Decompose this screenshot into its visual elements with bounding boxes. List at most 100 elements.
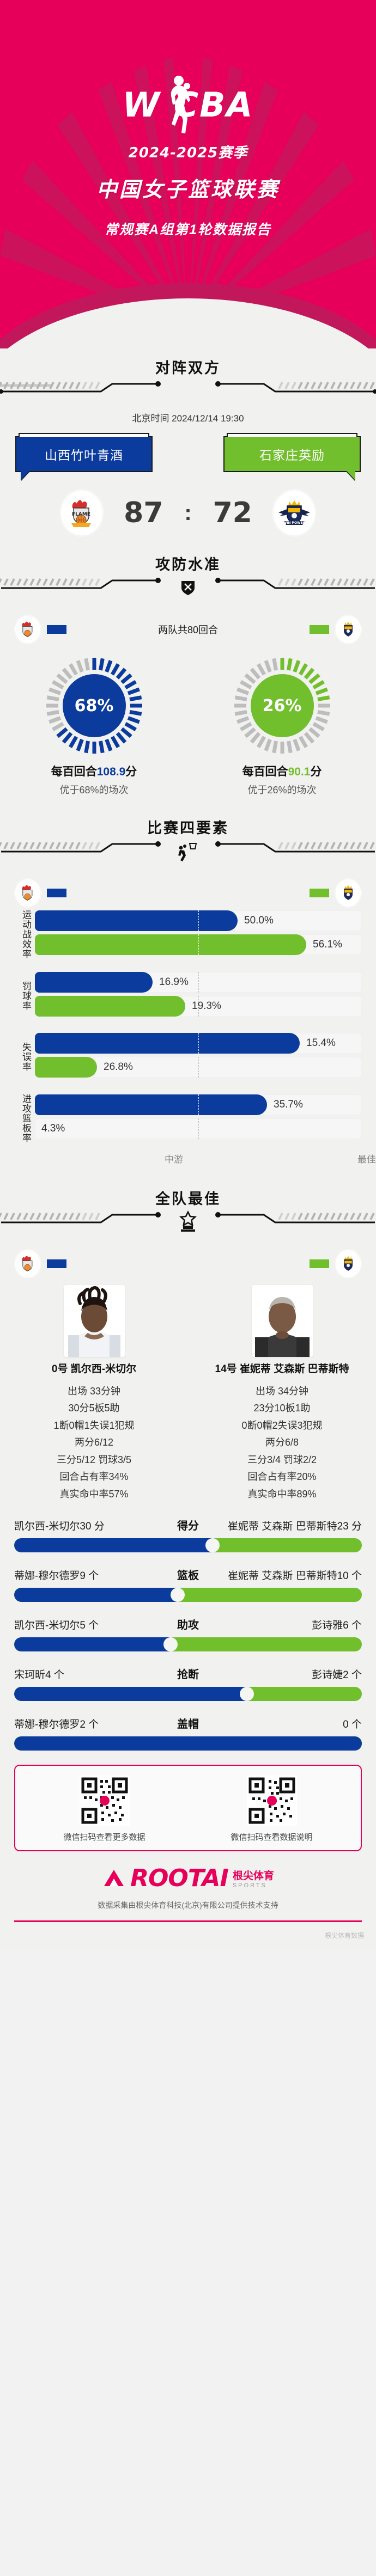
home-color-swatch: [47, 1259, 66, 1268]
banner-tail-icon: [347, 471, 355, 480]
shijiazhuang-winpower-team-badge-icon: [344, 885, 353, 900]
factor-bars: 16.9% 19.3%: [35, 972, 362, 1020]
home-per100-caption: 每百回合108.9分: [32, 763, 157, 779]
head-to-head-labels: 凯尔西-米切尔30 分 得分 崔妮蒂 艾森斯 巴蒂斯特23 分: [14, 1517, 362, 1533]
season-label: 2024-2025赛季: [128, 145, 248, 161]
shijiazhuang-winpower-team-badge-icon: WIN POWER: [278, 500, 310, 525]
shanxi-flame-team-badge-icon: [22, 1256, 33, 1271]
factor-bars: 35.7% 4.3%: [35, 1094, 362, 1142]
brand-name-cn: 根尖体育: [232, 1870, 274, 1882]
qr-cell-more-data[interactable]: 微信扫码查看更多数据: [21, 1776, 188, 1843]
legend-row-four-factors: [0, 879, 376, 907]
section-four-factors-header: 比赛四要素: [0, 813, 376, 877]
four-factors-scale: 中游 最佳: [0, 1152, 376, 1165]
player-stat-line: 回合占有率20%: [247, 1471, 317, 1483]
h2h-bar-home-fill: [14, 1588, 178, 1602]
head-to-head-item: 凯尔西-米切尔5 个 助攻 彭诗雅6 个: [14, 1616, 362, 1652]
away-bar-value: 4.3%: [41, 1123, 65, 1134]
player-stat-line: 30分5板5助: [68, 1403, 120, 1414]
player-stat-line: 两分6/12: [74, 1437, 114, 1448]
section-title: 攻防水准: [155, 556, 221, 573]
qr-cell-data-explanation[interactable]: 微信扫码查看数据说明: [188, 1776, 355, 1843]
away-color-swatch: [310, 625, 329, 634]
section-title: 对阵双方: [155, 360, 221, 376]
away-bar-fill: [35, 1057, 97, 1078]
player-photo-icon: [251, 1285, 313, 1357]
away-efficiency-caption-group: 每百回合90.1分 优于26%的场次: [220, 760, 345, 797]
shield-swords-icon: [181, 581, 195, 595]
h2h-bar-home-fill: [14, 1687, 247, 1702]
legend-home: [15, 879, 66, 907]
away-team-badge-small: [336, 879, 361, 907]
report-subtitle: 常规赛A组第1轮数据报告: [105, 222, 271, 237]
home-team-banner[interactable]: 山西竹叶青酒: [15, 433, 153, 480]
away-bar-track: 4.3%: [35, 1118, 362, 1139]
away-efficiency-dial-group: 26%: [220, 655, 345, 756]
player-stat-line: 三分5/12 罚球3/5: [56, 1454, 132, 1465]
away-bar-value: 26.8%: [104, 1061, 133, 1073]
dial-gauge-icon: [234, 658, 330, 754]
home-best-player: 0号 凯尔西-米切尔 出场 33分钟 30分5板5助 1断0帽1失误1犯规 两分6/1…: [13, 1285, 176, 1503]
footer-divider: [14, 1920, 362, 1923]
home-bar-track: 35.7%: [35, 1094, 362, 1115]
player-stat-line: 23分10板1助: [253, 1403, 311, 1414]
legend-home: [15, 1250, 66, 1277]
h2h-bar-divider-knob: [163, 1637, 178, 1652]
brand-name: ROOTAI: [130, 1864, 229, 1893]
home-score: 87: [124, 497, 163, 529]
shanxi-flame-team-badge-icon: [22, 885, 33, 901]
legend-home: [15, 616, 66, 643]
head-to-head-item: 凯尔西-米切尔30 分 得分 崔妮蒂 艾森斯 巴蒂斯特23 分: [14, 1517, 362, 1553]
four-factor-row: 运动战效率 50.0% 56.1%: [14, 910, 362, 959]
brand-block: ROOTAI 根尖体育 SPORTS 数据采集由根尖体育科技(北京)有限公司提供…: [0, 1864, 376, 1911]
home-bar-value: 15.4%: [306, 1037, 336, 1049]
factor-label: 失误率: [21, 1042, 31, 1072]
shanxi-flame-team-badge-icon: [22, 621, 33, 637]
home-player-name: 0号 凯尔西-米切尔: [51, 1363, 137, 1375]
h2h-away-label: 崔妮蒂 艾森斯 巴蒂斯特23 分: [228, 1521, 362, 1533]
away-team-banner[interactable]: 石家庄英励: [223, 433, 361, 480]
h2h-bar: [14, 1637, 362, 1652]
away-efficiency-dial: 26%: [232, 655, 333, 756]
home-efficiency-dial-group: 68%: [32, 655, 157, 756]
player-photo-icon: [63, 1285, 125, 1357]
home-bar-value: 50.0%: [244, 915, 274, 926]
legend-row: 两队共80回合: [0, 616, 376, 643]
home-team-badge-small: [15, 616, 40, 643]
four-factor-row: 失误率 15.4% 26.8%: [14, 1033, 362, 1081]
away-team-badge: WIN POWER: [273, 491, 315, 535]
away-best-player: 14号 崔妮蒂 艾森斯 巴蒂斯特 出场 34分钟 23分10板1助 0断0帽2失误3…: [201, 1285, 364, 1503]
head-to-head-item: 蒂娜-穆尔德罗2 个 盖帽 0 个: [14, 1715, 362, 1751]
legend-row-team-best: [0, 1250, 376, 1277]
player-stat-line: 出场 33分钟: [67, 1385, 121, 1397]
away-team-name: 石家庄英励: [259, 448, 325, 462]
svg-text:FLAME: FLAME: [72, 512, 90, 517]
home-color-swatch: [47, 625, 66, 634]
team-banners: 山西竹叶青酒 石家庄英励: [0, 424, 376, 480]
svg-text:WIN POWER: WIN POWER: [283, 521, 305, 525]
away-player-name: 14号 崔妮蒂 艾森斯 巴蒂斯特: [215, 1363, 349, 1375]
player-stat-line: 0断0帽2失误3犯规: [241, 1419, 323, 1431]
head-to-head-labels: 蒂娜-穆尔德罗2 个 盖帽 0 个: [14, 1715, 362, 1731]
wcba-logo-text: W CBA: [122, 85, 254, 125]
qr-code-icon: [246, 1776, 297, 1826]
home-player-stats: 出场 33分钟 30分5板5助 1断0帽1失误1犯规 两分6/12 三分5/12 罚球3…: [13, 1383, 176, 1503]
away-per100-value: 90.1: [288, 766, 311, 778]
brand-sports-label: SPORTS: [232, 1882, 267, 1889]
watermark: 根尖体育数据: [324, 1932, 364, 1940]
away-color-swatch: [310, 889, 329, 897]
four-factor-row: 罚球率 16.9% 19.3%: [14, 972, 362, 1020]
section-divider-decoration: [0, 841, 375, 861]
home-bar-track: 16.9%: [35, 972, 362, 993]
h2h-away-label: 彭诗雅6 个: [312, 1620, 362, 1632]
away-bar-value: 56.1%: [313, 939, 342, 950]
away-bar-fill: [35, 996, 185, 1017]
qr-code-icon: [79, 1776, 130, 1826]
player-stat-line: 真实命中率89%: [247, 1488, 317, 1500]
home-team-badge: FLAME: [61, 491, 103, 535]
section-divider-decoration: [0, 1210, 375, 1232]
shanxi-flame-team-badge-icon: FLAME: [71, 500, 92, 527]
dial-gauge-icon: [46, 658, 142, 754]
bar-midline: [198, 972, 199, 993]
bar-midline: [198, 1118, 199, 1139]
